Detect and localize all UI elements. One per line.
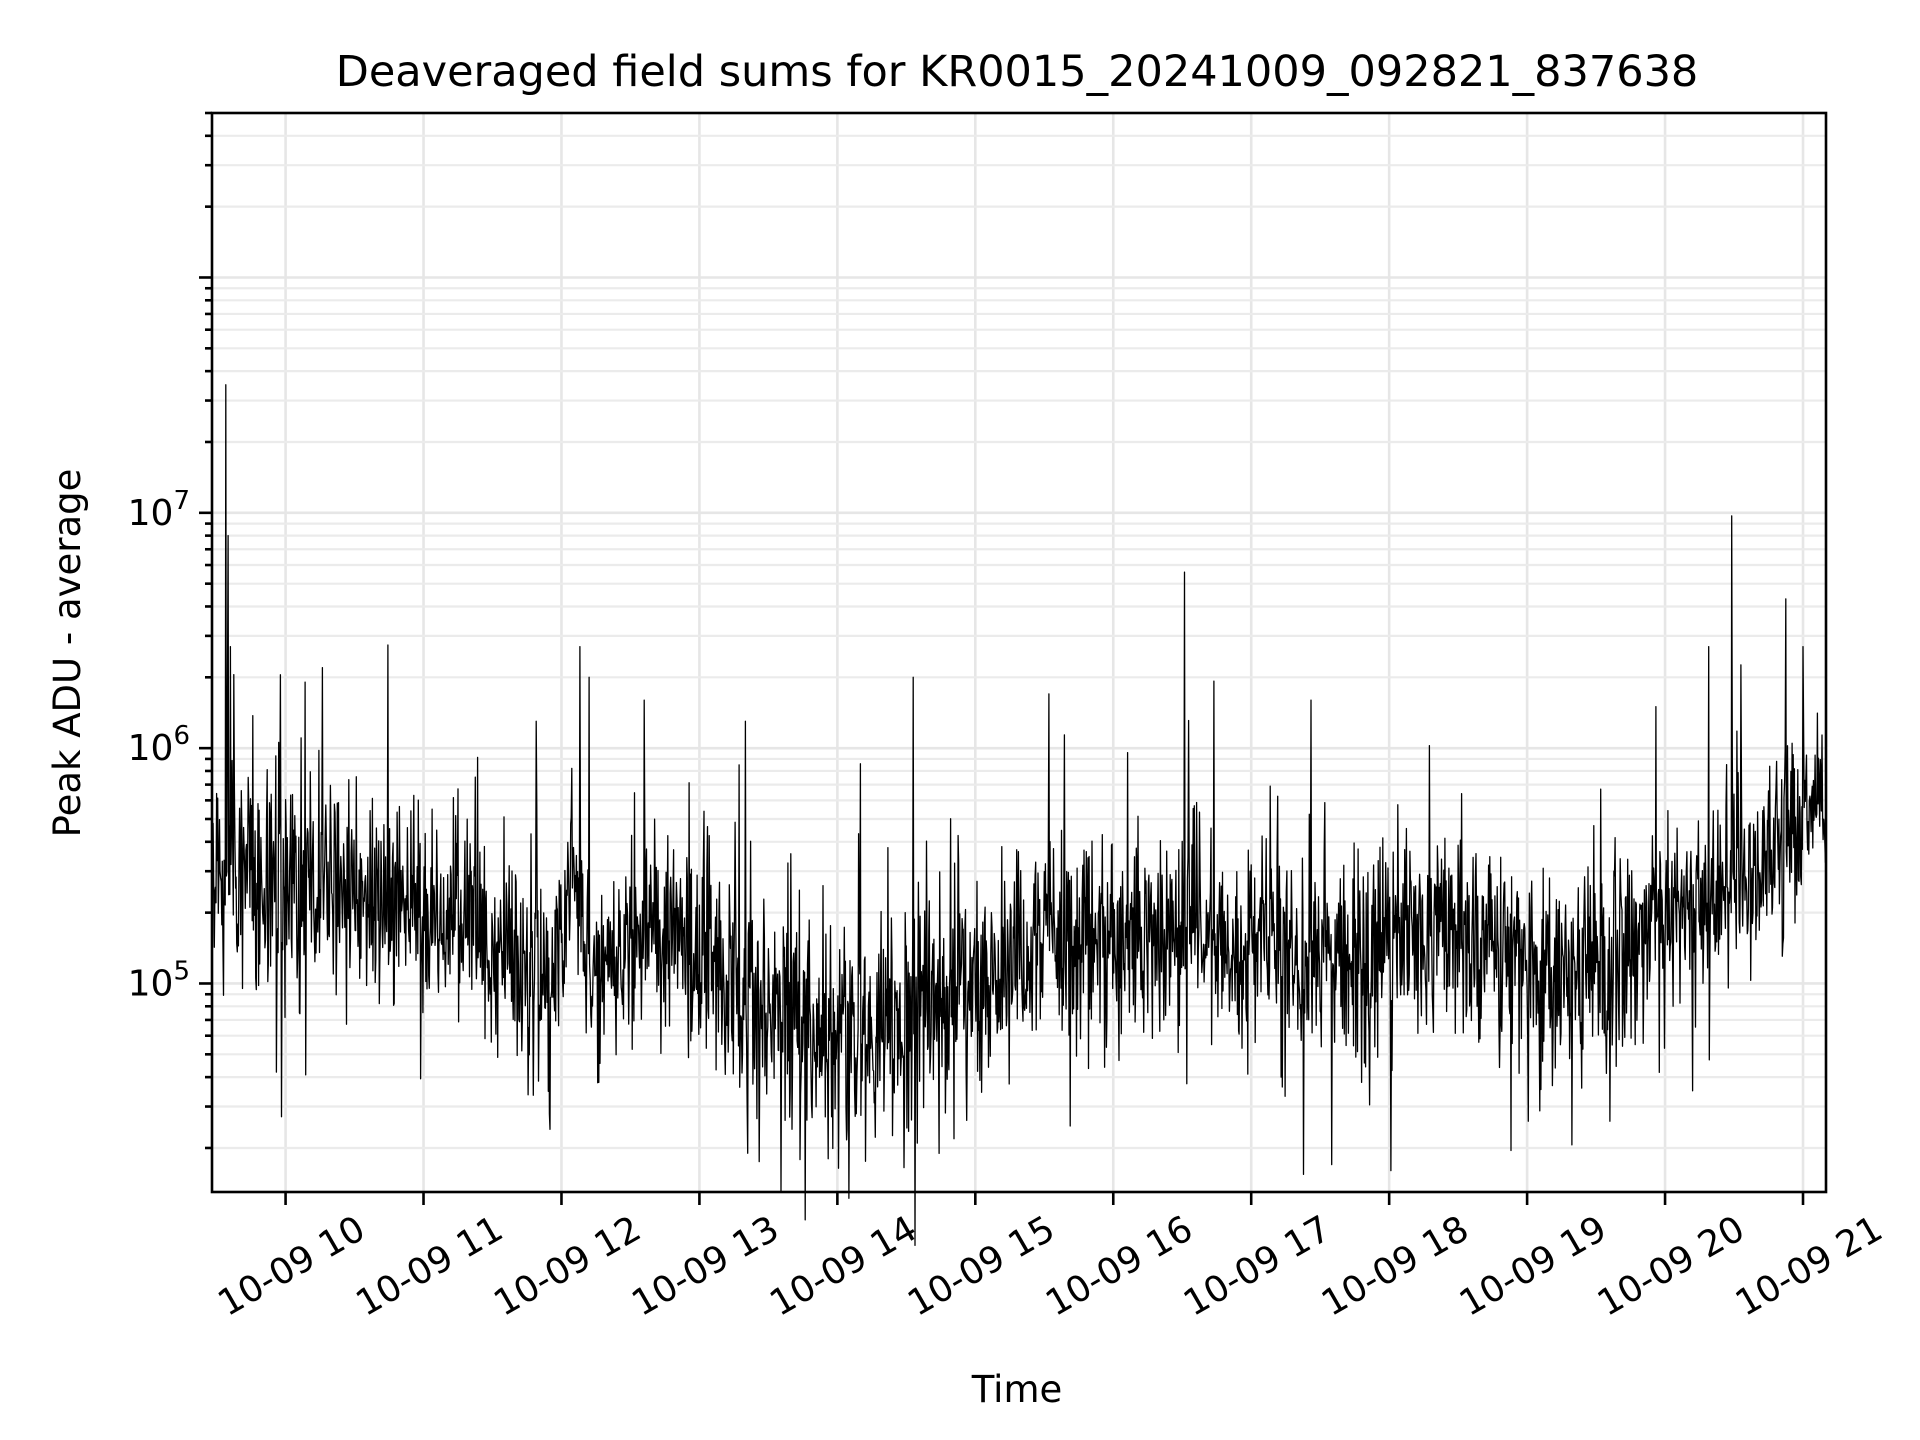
- y-tick-label: 106: [128, 721, 190, 769]
- x-tick-label: 10-09 16: [1039, 1208, 1200, 1324]
- x-tick-label: 10-09 13: [625, 1208, 786, 1324]
- x-tick-label: 10-09 20: [1591, 1208, 1752, 1324]
- plot-area-frame: [210, 111, 1828, 1194]
- x-tick-label: 10-09 15: [901, 1208, 1062, 1324]
- x-tick-label: 10-09 19: [1453, 1208, 1614, 1324]
- series-line: [211, 384, 1827, 1247]
- x-tick-label: 10-09 17: [1177, 1208, 1338, 1324]
- y-axis: 105 106 107: [128, 111, 212, 1150]
- y-tick-label: 105: [128, 956, 190, 1004]
- series-layer: [211, 384, 1827, 1247]
- y-axis-label: Peak ADU - average: [46, 469, 89, 838]
- x-tick-label: 10-09 10: [211, 1208, 372, 1324]
- grid-lines: [212, 111, 1826, 1192]
- x-tick-label: 10-09 12: [487, 1208, 648, 1324]
- chart-title: Deaveraged field sums for KR0015_2024100…: [336, 47, 1699, 97]
- x-tick-label: 10-09 11: [349, 1208, 510, 1324]
- y-tick-label: 107: [128, 486, 190, 534]
- x-tick-label: 10-09 21: [1729, 1208, 1890, 1324]
- x-tick-label: 10-09 14: [763, 1208, 924, 1324]
- x-axis-label: Time: [971, 1368, 1063, 1411]
- x-tick-label: 10-09 18: [1315, 1208, 1476, 1324]
